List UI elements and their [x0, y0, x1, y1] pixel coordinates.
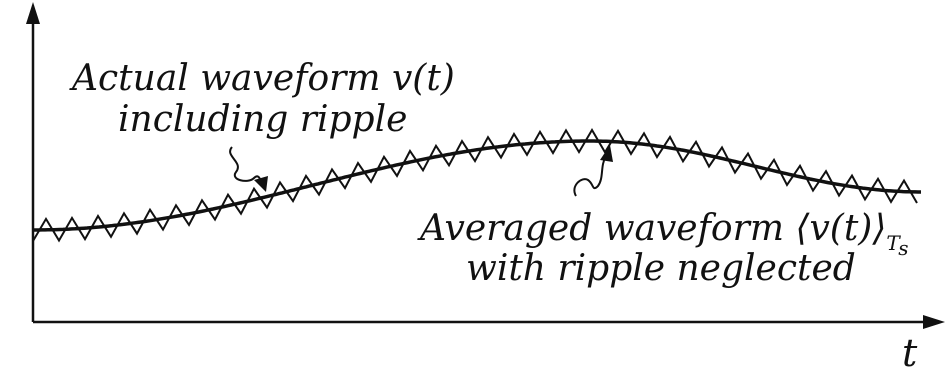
actual-waveform-pointer-arrow-icon [254, 176, 268, 192]
x-axis-arrow-icon [923, 315, 945, 329]
averaged-waveform-label-line1: Averaged waveform ⟨v(t)⟩Ts [417, 208, 909, 260]
averaged-waveform-label-main: Averaged waveform ⟨v(t)⟩ [417, 208, 886, 249]
actual-waveform-label-line1: Actual waveform v(t) [69, 58, 455, 99]
averaged-waveform-subscript-s: s [898, 236, 908, 260]
averaged-waveform-pointer-arrow-icon [600, 145, 613, 162]
averaged-waveform-pointer-squiggle [573, 155, 607, 197]
averaged-waveform-label-line2: with ripple neglected [466, 248, 856, 289]
x-axis-label: t [902, 331, 918, 371]
averaged-waveform-subscript-t: T [886, 231, 901, 255]
actual-waveform-ripple-curve [32, 128, 918, 243]
actual-waveform-pointer-squiggle [229, 146, 262, 183]
actual-waveform-label-line2: including ripple [118, 99, 407, 140]
y-axis-arrow-icon [26, 2, 40, 24]
averaged-waveform-curve [33, 139, 921, 232]
